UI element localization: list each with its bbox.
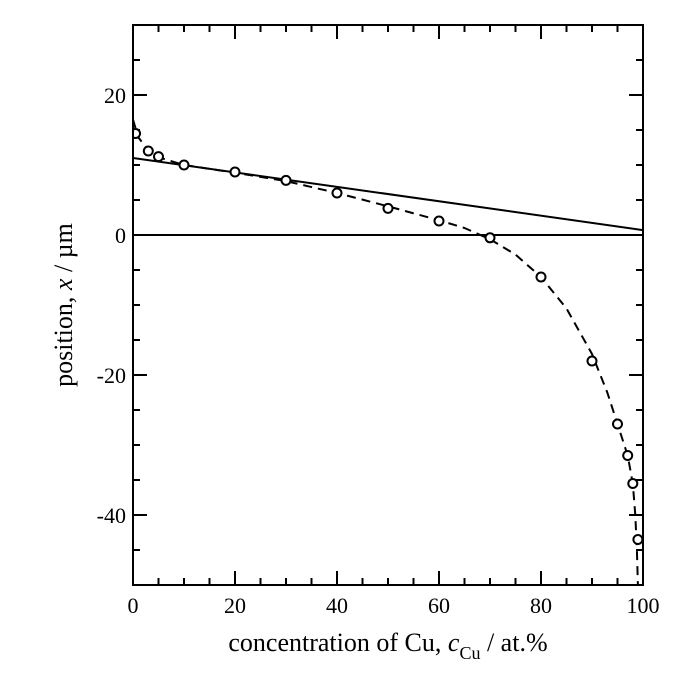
data-point-marker [484, 232, 496, 244]
y-axis-title-prefix: position, [49, 290, 78, 387]
y-axis-title-symbol: x [49, 278, 78, 291]
dashed-fit-curve [133, 119, 639, 585]
data-point-marker [229, 166, 241, 178]
data-point-marker [133, 128, 142, 139]
data-point-marker [382, 202, 394, 214]
x-tick-label: 0 [128, 593, 139, 618]
data-point-marker [178, 159, 190, 171]
x-tick-label: 100 [627, 593, 660, 618]
labels-layer: 0 20 40 60 80 100 -40 -20 0 20 [97, 83, 660, 618]
solid-tangent-line [133, 157, 643, 232]
y-axis-title-suffix: / µm [49, 223, 78, 278]
data-point-marker [433, 215, 445, 227]
data-point-marker [622, 450, 634, 461]
plot-frame [132, 24, 644, 586]
x-axis-title: concentration of Cu, cCu / at.% [228, 628, 547, 663]
data-point-marker [142, 145, 154, 157]
data-point-marker [153, 151, 164, 163]
y-tick-label: 20 [104, 83, 126, 108]
x-axis-title-subscript: Cu [459, 643, 480, 663]
x-axis-title-prefix: concentration of Cu, [228, 628, 448, 657]
x-tick-label: 20 [224, 593, 246, 618]
data-point-marker [535, 271, 547, 283]
x-axis-title-suffix: / at.% [480, 628, 547, 657]
x-axis-title-symbol: c [448, 628, 460, 657]
plot-area [133, 119, 643, 585]
data-point-marker [612, 418, 623, 430]
data-point-marker [632, 534, 643, 545]
y-tick-label: -20 [97, 363, 126, 388]
x-tick-label: 80 [530, 593, 552, 618]
data-point-marker [627, 478, 639, 489]
data-point-marker [331, 187, 343, 199]
series-layer [133, 119, 643, 585]
x-tick-label: 40 [326, 593, 348, 618]
y-tick-label: 0 [115, 223, 126, 248]
y-tick-label: -40 [97, 503, 126, 528]
y-axis-title: position, x / µm [49, 223, 78, 387]
data-point-marker [586, 355, 598, 367]
x-tick-label: 60 [428, 593, 450, 618]
data-point-marker [280, 174, 292, 186]
ticks-layer [132, 24, 644, 586]
